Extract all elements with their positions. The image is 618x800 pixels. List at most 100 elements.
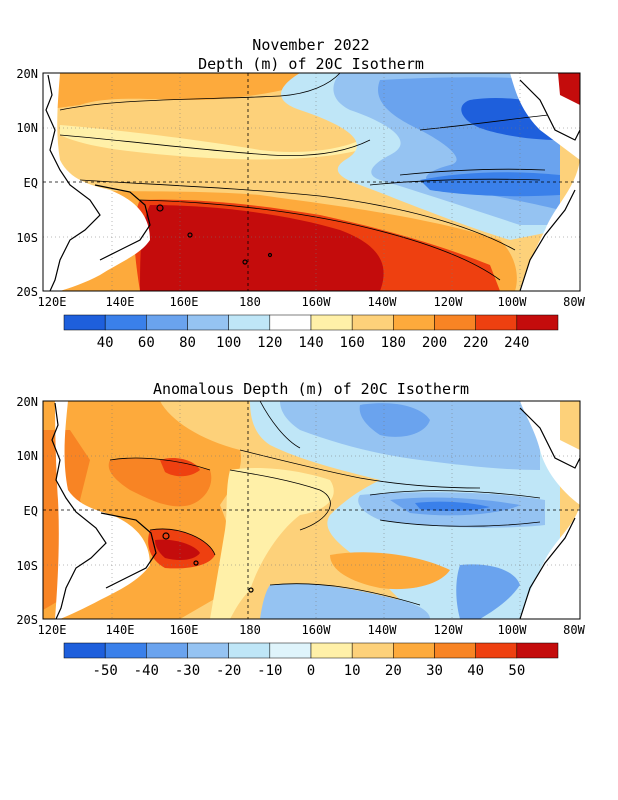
- depth-west-land: [43, 73, 150, 291]
- anomaly-colorbar: -50 -40 -30 -20 -10 0 10 20 30 40 50: [63, 642, 559, 679]
- colorbar-label: 100: [216, 335, 241, 351]
- lat-label: 20N: [16, 67, 38, 81]
- colorbar-swatch: [516, 314, 559, 331]
- colorbar-label: 120: [257, 335, 282, 351]
- map2-title: Anomalous Depth (m) of 20C Isotherm: [153, 380, 469, 398]
- anomaly-contours: [109, 401, 541, 606]
- anomaly-north-warm: [160, 458, 200, 477]
- colorbar-label: -50: [93, 663, 118, 679]
- anomaly-eq-cold-core: [415, 501, 490, 512]
- colorbar-label: 50: [508, 663, 525, 679]
- colorbar-swatch: [228, 314, 271, 331]
- anomaly-lon-axis: 120E 140E 160E 180 160W 140W 120W 100W 8…: [38, 623, 586, 637]
- lon-label: 140E: [106, 623, 135, 637]
- colorbar-label: 20: [385, 663, 402, 679]
- colorbar-label: 200: [422, 335, 447, 351]
- lat-label: 20S: [16, 285, 38, 299]
- anomaly-map: [43, 401, 580, 619]
- colorbar-swatch: [63, 314, 106, 331]
- colorbar-swatch: [434, 314, 476, 331]
- depth-colorbar: 40 60 80 100 120 140 160 180 200 220 240: [63, 314, 559, 351]
- colorbar-swatch: [351, 642, 394, 659]
- colorbar-label: -10: [257, 663, 282, 679]
- colorbar-swatch: [351, 314, 394, 331]
- colorbar-label: 30: [426, 663, 443, 679]
- anomaly-lat-axis: 20N 10N EQ 10S 20S: [16, 395, 38, 627]
- colorbar-swatch: [310, 642, 353, 659]
- colorbar-swatch: [63, 642, 106, 659]
- colorbar-swatch: [187, 642, 229, 659]
- lon-label: 120W: [434, 623, 464, 637]
- anomaly-ne-warm: [560, 401, 580, 450]
- depth-east-land: [510, 73, 580, 291]
- colorbar-swatch: [475, 642, 518, 659]
- depth-contours: [59, 73, 549, 281]
- colorbar-label: -20: [216, 663, 241, 679]
- colorbar-swatch: [475, 314, 518, 331]
- lon-label: 80W: [563, 623, 585, 637]
- colorbar-swatch: [104, 314, 147, 331]
- map1-title: Depth (m) of 20C Isotherm: [198, 55, 424, 73]
- lon-label: 160W: [302, 295, 332, 309]
- lon-label: 140W: [368, 623, 398, 637]
- colorbar-label: 140: [298, 335, 323, 351]
- colorbar-label: 240: [504, 335, 529, 351]
- colorbar-label: 160: [340, 335, 365, 351]
- colorbar-label: -40: [134, 663, 159, 679]
- anomaly-core-hot: [155, 539, 200, 561]
- depth-band-north: [43, 73, 330, 110]
- colorbar-swatch: [393, 314, 435, 331]
- anomaly-coastline: [51, 402, 580, 619]
- colorbar-label: 60: [138, 335, 155, 351]
- depth-band-north-light: [60, 125, 360, 160]
- lat-label: 20N: [16, 395, 38, 409]
- lon-label: 120W: [434, 295, 464, 309]
- lat-label: EQ: [24, 504, 38, 518]
- anomaly-east-land: [520, 401, 580, 619]
- depth-cold-core-eq: [420, 172, 560, 197]
- depth-ne-hotspot: [558, 73, 580, 105]
- lon-label: 180: [239, 623, 261, 637]
- depth-map-frame: [42, 72, 581, 292]
- lon-label: 180: [239, 295, 261, 309]
- colorbar-label: -30: [175, 663, 200, 679]
- colorbar-swatch: [310, 314, 353, 331]
- lon-label: 140E: [106, 295, 135, 309]
- lon-label: 120E: [38, 295, 67, 309]
- colorbar-label: 180: [381, 335, 406, 351]
- lon-label: 80W: [563, 295, 585, 309]
- colorbar-swatch: [228, 642, 271, 659]
- colorbar-swatch: [104, 642, 147, 659]
- lon-label: 140W: [368, 295, 398, 309]
- lat-label: 10N: [16, 449, 38, 463]
- lat-label: 20S: [16, 613, 38, 627]
- colorbar-swatch: [146, 314, 188, 331]
- colorbar-label: 80: [179, 335, 196, 351]
- colorbar-label: 40: [97, 335, 114, 351]
- lon-label: 100W: [498, 295, 528, 309]
- anomaly-map-frame: [42, 400, 581, 620]
- anomaly-south-warm: [330, 552, 450, 590]
- colorbar-swatch: [269, 642, 312, 659]
- lon-label: 100W: [498, 623, 528, 637]
- anomaly-sw-cool: [260, 583, 430, 619]
- depth-map: [43, 73, 580, 291]
- lat-label: 10S: [16, 231, 38, 245]
- colorbar-label: 10: [344, 663, 361, 679]
- date-title: November 2022: [252, 36, 369, 54]
- colorbar-swatch: [516, 642, 559, 659]
- colorbar-label: 220: [463, 335, 488, 351]
- lon-label: 160E: [170, 623, 199, 637]
- depth-lon-axis: 120E 140E 160E 180 160W 140W 120W 100W 8…: [38, 295, 586, 309]
- colorbar-swatch: [187, 314, 229, 331]
- depth-warm-core: [140, 205, 384, 291]
- anomaly-central-light: [210, 468, 334, 619]
- lon-label: 120E: [38, 623, 67, 637]
- anomaly-se-cool: [456, 564, 520, 619]
- colorbar-swatch: [146, 642, 188, 659]
- lat-label: 10S: [16, 559, 38, 573]
- anomaly-west-land: [55, 401, 150, 619]
- lat-label: EQ: [24, 176, 38, 190]
- colorbar-swatch: [434, 642, 476, 659]
